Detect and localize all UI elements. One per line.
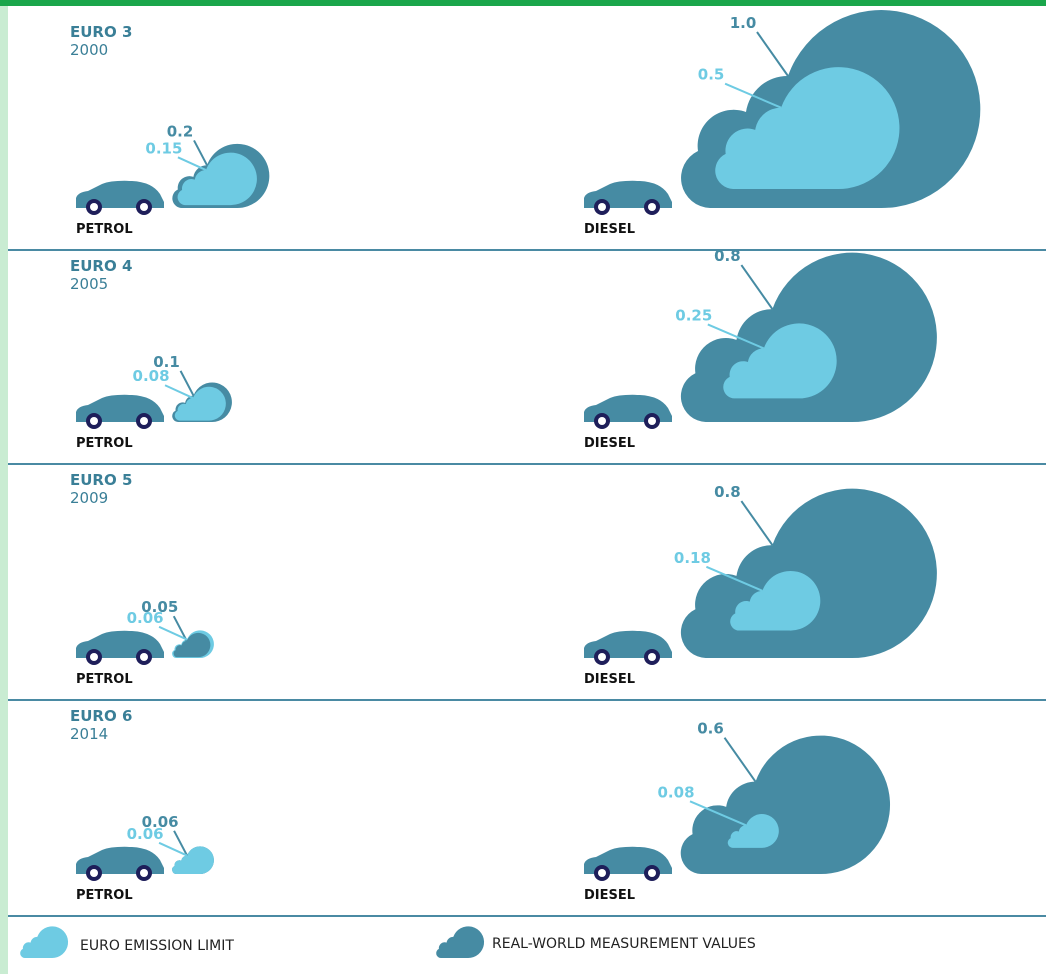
leader-line bbox=[158, 841, 188, 857]
limit-cloud bbox=[715, 67, 900, 190]
limit-label: 0.08 bbox=[133, 367, 170, 385]
limit-label: 0.08 bbox=[658, 783, 695, 801]
car-hub bbox=[140, 869, 148, 877]
year: 2000 bbox=[70, 41, 108, 59]
limit-label: 0.06 bbox=[127, 609, 164, 627]
leader-line bbox=[723, 737, 757, 783]
left-strip bbox=[0, 0, 8, 974]
leader-line bbox=[689, 800, 747, 827]
standard: EURO 6 bbox=[70, 707, 132, 725]
real-label: 0.8 bbox=[714, 483, 741, 501]
top-bar bbox=[0, 0, 1046, 6]
real-label: 0.06 bbox=[142, 813, 179, 831]
real-label: 0.2 bbox=[167, 122, 194, 140]
leader-line bbox=[706, 565, 763, 592]
car-icon bbox=[76, 394, 164, 429]
legend-real: REAL-WORLD MEASUREMENT VALUES bbox=[492, 936, 756, 952]
leader-line bbox=[740, 264, 774, 310]
limit-label: 0.25 bbox=[675, 306, 712, 324]
real-label: 0.05 bbox=[141, 598, 178, 616]
fuel-label: DIESEL bbox=[584, 672, 635, 687]
fuel-label: DIESEL bbox=[584, 436, 635, 451]
limit-cloud bbox=[177, 152, 257, 206]
car-hub bbox=[90, 203, 98, 211]
car-hub bbox=[598, 203, 606, 211]
car-hub bbox=[648, 203, 656, 211]
car-icon bbox=[76, 180, 164, 215]
car-icon bbox=[584, 394, 672, 429]
leader-line bbox=[707, 323, 765, 350]
standard: EURO 4 bbox=[70, 257, 132, 275]
limit-cloud bbox=[174, 386, 226, 421]
legend-limit-icon bbox=[20, 926, 69, 959]
real-label: 0.1 bbox=[153, 353, 180, 371]
car-hub bbox=[648, 417, 656, 425]
fuel-label: DIESEL bbox=[584, 888, 635, 903]
standard: EURO 5 bbox=[70, 471, 132, 489]
limit-cloud bbox=[172, 846, 214, 875]
leader-line bbox=[179, 370, 195, 397]
car-hub bbox=[598, 653, 606, 661]
real-label: 1.0 bbox=[730, 14, 757, 32]
limit-label: 0.5 bbox=[698, 66, 725, 84]
year: 2014 bbox=[70, 725, 108, 743]
leader-line bbox=[724, 82, 782, 109]
limit-label: 0.18 bbox=[674, 549, 711, 567]
fuel-label: PETROL bbox=[76, 888, 133, 903]
car-icon bbox=[584, 180, 672, 215]
limit-label: 0.06 bbox=[127, 825, 164, 843]
car-hub bbox=[648, 869, 656, 877]
year: 2009 bbox=[70, 489, 108, 507]
car-hub bbox=[140, 653, 148, 661]
leader-line bbox=[164, 384, 194, 399]
limit-cloud bbox=[723, 323, 837, 399]
limit-cloud bbox=[730, 570, 821, 631]
car-icon bbox=[76, 846, 164, 881]
leader-line bbox=[740, 500, 774, 546]
car-icon bbox=[584, 846, 672, 881]
leader-line bbox=[173, 830, 188, 857]
legend-limit: EURO EMISSION LIMIT bbox=[80, 938, 234, 954]
fuel-label: PETROL bbox=[76, 436, 133, 451]
car-hub bbox=[90, 417, 98, 425]
fuel-label: PETROL bbox=[76, 222, 133, 237]
limit-label: 0.15 bbox=[145, 139, 182, 157]
leader-line bbox=[172, 615, 188, 642]
real-cloud bbox=[173, 632, 211, 658]
car-hub bbox=[90, 653, 98, 661]
car-hub bbox=[90, 869, 98, 877]
leader-line bbox=[193, 139, 208, 166]
car-hub bbox=[140, 417, 148, 425]
car-icon bbox=[76, 630, 164, 665]
limit-cloud bbox=[727, 814, 779, 848]
car-hub bbox=[598, 417, 606, 425]
real-label: 0.8 bbox=[714, 247, 741, 265]
car-hub bbox=[648, 653, 656, 661]
fuel-label: DIESEL bbox=[584, 222, 635, 237]
car-hub bbox=[140, 203, 148, 211]
standard: EURO 3 bbox=[70, 23, 132, 41]
leader-line bbox=[756, 31, 789, 77]
leader-line bbox=[177, 156, 207, 172]
legend-real-icon bbox=[436, 926, 485, 959]
leader-line bbox=[158, 625, 188, 641]
fuel-label: PETROL bbox=[76, 672, 133, 687]
car-icon bbox=[584, 630, 672, 665]
car-hub bbox=[598, 869, 606, 877]
year: 2005 bbox=[70, 275, 108, 293]
real-label: 0.6 bbox=[697, 720, 724, 738]
